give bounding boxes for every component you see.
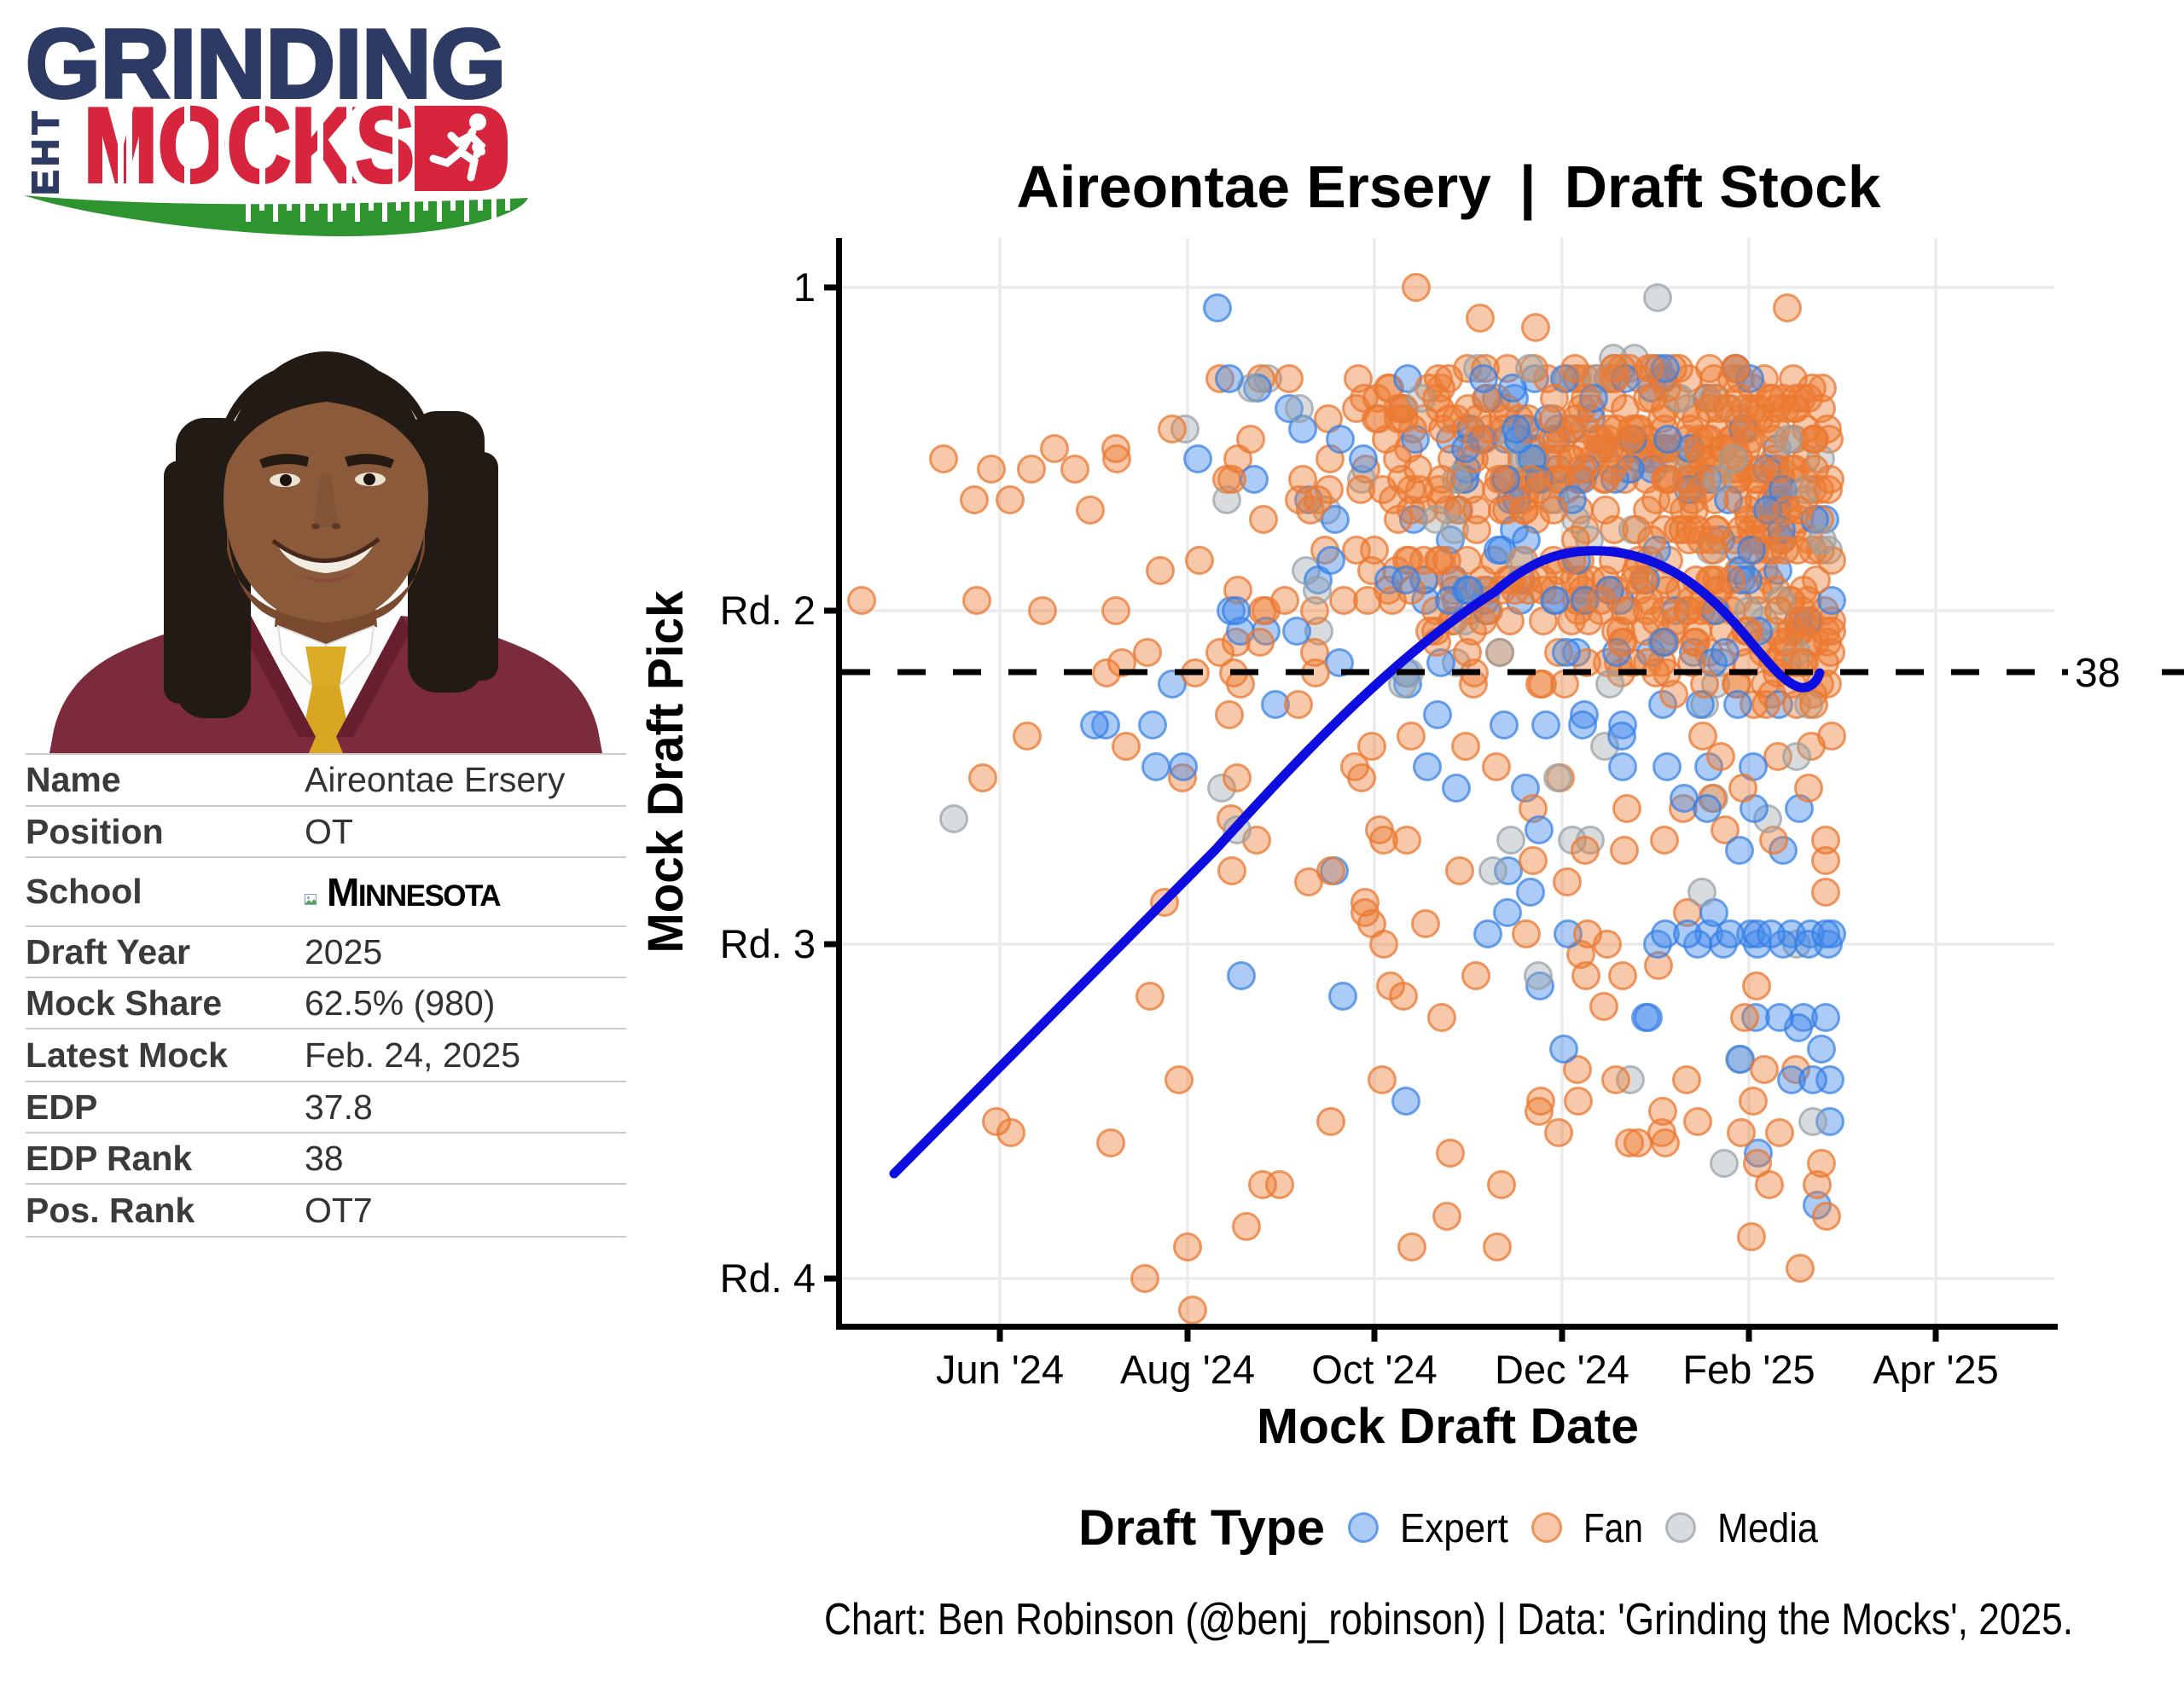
svg-text:Rd. 2: Rd. 2	[720, 588, 816, 633]
svg-text:1: 1	[793, 264, 816, 310]
svg-text:Mock Draft Date: Mock Draft Date	[1257, 1399, 1639, 1454]
svg-text:Expert: Expert	[1400, 1506, 1508, 1551]
svg-text:E: E	[25, 170, 67, 194]
svg-text:Media: Media	[1717, 1506, 1818, 1551]
svg-text:Oct '24: Oct '24	[1311, 1347, 1437, 1392]
svg-text:MOCKS: MOCKS	[84, 87, 415, 205]
svg-text:H: H	[25, 139, 67, 166]
svg-text:Feb '25: Feb '25	[1682, 1347, 1815, 1392]
svg-text:Fan: Fan	[1583, 1506, 1643, 1551]
svg-text:38: 38	[2075, 651, 2120, 696]
svg-text:Aireontae Ersery | Draft Sto: Aireontae Ersery | Draft Stock	[1017, 154, 1881, 221]
svg-text:Rd. 3: Rd. 3	[720, 921, 816, 966]
svg-text:T: T	[25, 111, 67, 134]
svg-text:Mock Draft Pick: Mock Draft Pick	[638, 590, 694, 954]
svg-text:Jun '24: Jun '24	[936, 1347, 1064, 1392]
svg-text:Chart: Ben Robinson (@benj_rob: Chart: Ben Robinson (@benj_robinson) | D…	[824, 1595, 2073, 1644]
svg-text:Dec '24: Dec '24	[1495, 1347, 1629, 1392]
svg-text:Apr '25: Apr '25	[1873, 1347, 1998, 1392]
svg-text:Draft Type: Draft Type	[1078, 1500, 1325, 1556]
svg-text:Aug '24: Aug '24	[1120, 1347, 1255, 1392]
svg-text:Rd. 4: Rd. 4	[720, 1255, 816, 1301]
svg-text:GRINDING: GRINDING	[26, 13, 506, 119]
